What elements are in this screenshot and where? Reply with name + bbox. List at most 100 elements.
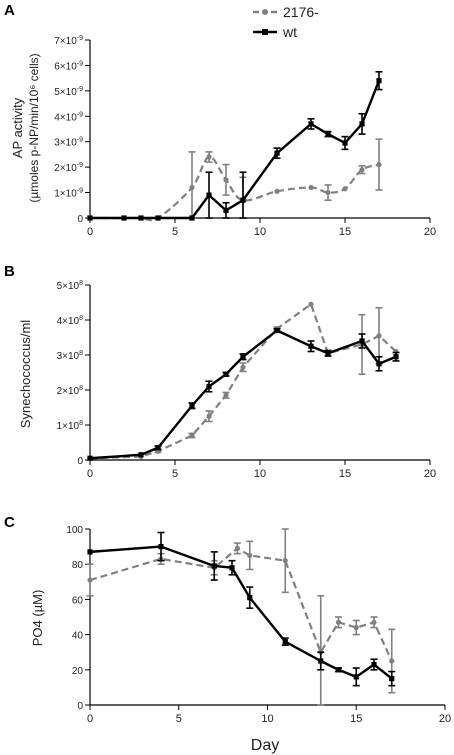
y-tick-label-a: 2×10-9 [54,162,83,174]
panel-label-a: A [4,2,15,19]
data-point-2176-a [189,184,195,191]
data-point-wt-b [325,350,331,356]
x-tick-label-b: 15 [339,468,351,480]
legend-marker-2176 [262,9,268,15]
data-point-wt-c [335,667,342,673]
y-axis-label-a-line1: AP activity [10,97,25,158]
data-point-2176-c [282,558,288,564]
x-tick-label-b: 0 [87,468,93,480]
series-line-2176-b [89,303,397,460]
data-point-2176-b [206,413,212,419]
data-point-2176-c [371,619,377,625]
y-tick-label-a: 5×10-9 [54,86,83,98]
legend-label-wt: wt [282,24,297,40]
x-tick-label-b: 5 [172,468,178,480]
x-tick-label-b: 20 [424,468,436,480]
chart-panel-b: Synechococcus/ml 0 5 10 15 20 0 1×108 2×108 3×10… [18,280,436,480]
data-point-wt-b [138,452,144,458]
x-axis-label-day: Day [251,737,279,754]
data-point-2176-a [376,162,382,168]
x-tick-label-a: 15 [339,226,351,238]
data-point-wt-a [87,215,93,221]
y-tick-label-a: 6×10-9 [54,60,83,72]
x-tick-label-a: 10 [254,226,266,238]
data-point-2176-a [325,189,331,196]
data-point-2176-b [223,392,229,398]
y-tick-label-a: 4×10-9 [54,111,83,123]
series-line-2176-c [89,547,393,662]
data-point-2176-a [274,188,280,194]
data-point-wt-c [371,661,377,668]
data-point-2176-a [223,177,229,183]
y-tick-label-c: 20 [72,666,84,677]
x-tick-label-a: 20 [424,226,436,238]
y-tick-label-b: 4×108 [57,315,84,327]
data-point-wt-c [247,595,253,601]
data-point-wt-c [318,658,324,664]
x-tick-label-b: 10 [254,468,266,480]
y-tick-label-b: 0 [77,456,83,467]
y-axis-label-b: Synechococcus/ml [18,320,33,428]
data-point-2176-c [353,624,359,631]
data-point-wt-c [229,565,235,571]
y-axis-label-a-line2: (µmoles p-NP/min/10⁶ cells) [27,53,41,202]
y-tick-label-a: 3×10-9 [54,137,83,149]
y-tick-label-a: 0 [77,214,83,225]
x-tick-label-a: 5 [172,226,178,238]
data-point-wt-c [211,563,217,569]
y-tick-label-b: 2×108 [57,385,84,397]
data-point-wt-c [389,676,395,682]
data-point-2176-a [308,184,314,191]
data-point-2176-b [308,301,314,307]
y-axis-label-c: PO4 (µM) [30,590,45,647]
y-tick-label-c: 100 [66,525,83,536]
data-point-wt-a [342,140,348,146]
x-tick-label-c: 0 [87,713,93,725]
data-point-wt-b [393,354,399,360]
data-point-wt-c [158,544,164,550]
y-tick-label-a: 1×10-9 [54,188,83,200]
data-point-wt-b [308,343,314,349]
data-point-wt-a [325,131,331,137]
data-point-wt-b [274,327,280,334]
data-point-wt-b [189,403,195,409]
data-point-wt-a [274,150,280,156]
y-tick-label-a: 7×10-9 [54,35,83,47]
x-tick-label-c: 10 [261,713,273,725]
data-point-2176-b [376,333,382,339]
panel-label-b: B [4,263,15,280]
data-point-2176-b [189,432,195,439]
y-tick-label-b: 5×108 [57,280,84,292]
y-axis-label-a: AP activity (µmoles p-NP/min/10⁶ cells) [10,53,41,202]
x-tick-label-c: 15 [350,713,362,725]
data-point-wt-b [155,445,161,451]
data-point-wt-a [121,215,127,221]
data-point-wt-b [206,383,212,390]
y-tick-label-c: 40 [72,631,84,642]
data-point-wt-a [189,215,195,221]
data-point-2176-a [359,167,365,173]
data-point-wt-b [359,338,365,344]
data-point-wt-c [282,639,288,645]
data-point-wt-a [223,207,229,213]
data-point-2176-a [206,154,212,160]
chart-panel-a: AP activity (µmoles p-NP/min/10⁶ cells) … [10,35,436,238]
data-point-wt-a [359,121,365,127]
y-tick-label-c: 60 [72,595,84,606]
y-tick-label-c: 80 [72,560,84,571]
data-point-2176-c [389,658,395,664]
panel-label-c: C [4,514,15,531]
y-tick-label-c: 0 [77,701,83,712]
data-point-2176-b [240,364,246,370]
data-point-wt-a [240,197,246,203]
legend: 2176- wt [253,4,319,40]
legend-marker-wt [262,29,268,35]
data-point-wt-a [138,215,144,221]
data-point-2176-c [335,619,342,625]
data-point-wt-c [353,674,359,680]
x-tick-label-c: 5 [176,713,182,725]
data-point-wt-a [308,121,314,127]
data-point-wt-a [155,215,161,221]
data-point-wt-b [376,361,382,367]
